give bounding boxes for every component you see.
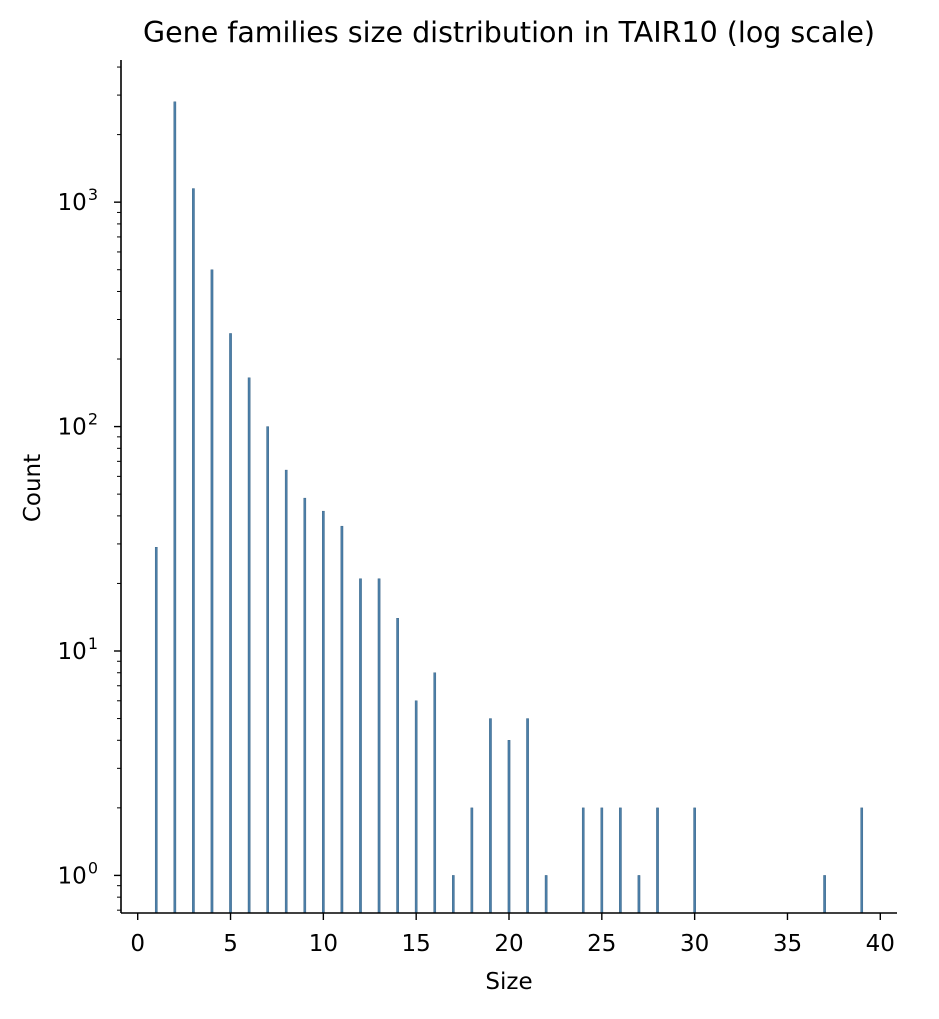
bar-size-18 — [470, 807, 474, 914]
y-tick-label-10: 101 — [58, 634, 98, 665]
bar-size-37 — [823, 875, 826, 914]
x-tick-label-15: 15 — [402, 931, 431, 957]
x-tick-label-35: 35 — [773, 931, 802, 957]
bar-size-19 — [489, 718, 492, 914]
y-tick-label-1: 100 — [58, 858, 98, 889]
bar-size-14 — [396, 618, 399, 914]
bar-size-20 — [507, 740, 511, 914]
bar-size-6 — [247, 377, 251, 914]
x-tick-label-30: 30 — [680, 931, 709, 957]
bar-size-22 — [544, 875, 548, 914]
bar-size-13 — [377, 578, 381, 914]
bar-size-2 — [173, 101, 177, 914]
bar-size-7 — [266, 426, 269, 914]
bar-size-3 — [192, 188, 195, 914]
x-tick-label-5: 5 — [223, 931, 238, 957]
x-tick-label-20: 20 — [494, 931, 523, 957]
bar-size-25 — [600, 807, 604, 914]
chart-title: Gene families size distribution in TAIR1… — [143, 16, 875, 49]
y-axis-label: Count — [20, 454, 46, 522]
bar-size-4 — [210, 269, 214, 914]
bars-layer — [154, 101, 864, 914]
y-tick-label-1000: 103 — [58, 185, 98, 216]
bar-size-12 — [359, 578, 362, 914]
bar-size-27 — [637, 875, 641, 914]
bar-size-28 — [656, 807, 659, 914]
bar-size-30 — [693, 807, 696, 914]
bar-size-21 — [526, 718, 529, 914]
x-tick-label-25: 25 — [587, 931, 616, 957]
bar-size-24 — [581, 807, 585, 914]
bar-size-5 — [229, 333, 232, 914]
bar-size-11 — [340, 525, 344, 914]
bar-size-15 — [414, 700, 418, 914]
bar-size-26 — [619, 807, 622, 914]
bar-size-17 — [452, 875, 455, 914]
y-tick-label-100: 102 — [58, 410, 98, 441]
bar-size-8 — [284, 469, 288, 914]
bar-size-9 — [303, 497, 307, 914]
bar-size-39 — [860, 807, 864, 914]
x-axis-label: Size — [485, 969, 532, 995]
x-tick-label-0: 0 — [130, 931, 145, 957]
bar-size-16 — [433, 672, 437, 914]
axes-layer: 0 5 10 15 20 25 30 35 40 100 101 102 103 — [58, 60, 897, 957]
x-tick-label-10: 10 — [309, 931, 338, 957]
bar-size-10 — [322, 510, 325, 914]
x-tick-label-40: 40 — [866, 931, 895, 957]
bar-size-1 — [154, 547, 158, 914]
